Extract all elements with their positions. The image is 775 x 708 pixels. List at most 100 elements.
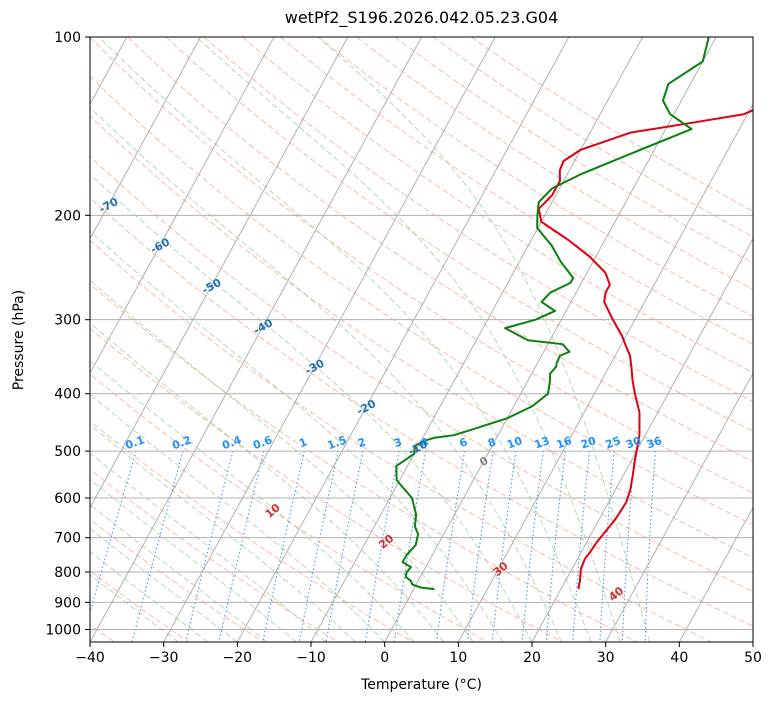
isotherm-label: -50 bbox=[200, 276, 224, 297]
dry-adiabat bbox=[318, 37, 753, 318]
isotherm-gridline bbox=[90, 37, 201, 240]
isotherm-label: 0 bbox=[477, 454, 490, 469]
x-tick-label: 0 bbox=[380, 650, 389, 666]
mixing-ratio-label: 16 bbox=[555, 434, 574, 452]
moist-adiabat bbox=[98, 37, 592, 642]
dry-adiabat bbox=[90, 420, 414, 642]
y-tick-label: 1000 bbox=[45, 622, 81, 638]
isotherm-label: -70 bbox=[97, 195, 121, 216]
mixing-ratio-line bbox=[621, 451, 636, 642]
moist-adiabat bbox=[90, 322, 444, 642]
dry-adiabat bbox=[280, 37, 753, 345]
isotherm-gridline bbox=[163, 37, 496, 642]
dry-adiabat bbox=[394, 37, 753, 264]
mixing-ratio-label: 6 bbox=[458, 435, 470, 450]
mixing-ratio-line bbox=[466, 451, 494, 642]
moist-adiabat bbox=[90, 173, 533, 642]
mixing-ratio-label: 8 bbox=[486, 435, 498, 450]
mixing-ratio-label: 36 bbox=[645, 434, 664, 452]
x-tick-label: 30 bbox=[597, 650, 615, 666]
mixing-ratio-label: 4 bbox=[419, 435, 431, 450]
dry-adiabat bbox=[90, 75, 753, 526]
y-tick-label: 600 bbox=[54, 491, 81, 507]
dry-adiabat bbox=[90, 197, 753, 627]
dry-adiabat bbox=[90, 283, 638, 642]
temperature-profile-line bbox=[537, 109, 753, 590]
mixing-ratio-label: 0.1 bbox=[124, 433, 147, 452]
isotherm-gridline bbox=[310, 37, 643, 642]
mixing-ratio-line bbox=[298, 450, 339, 642]
moist-adiabat bbox=[90, 527, 238, 642]
dry-adiabat-label: 10 bbox=[263, 501, 283, 521]
isotherm-gridline bbox=[752, 640, 753, 642]
mixing-ratio-line bbox=[325, 450, 364, 642]
mixing-ratio-label: 1 bbox=[297, 435, 309, 450]
mixing-ratio-line bbox=[90, 450, 137, 615]
moist-adiabat bbox=[90, 424, 356, 642]
plot-frame bbox=[89, 36, 754, 643]
dry-adiabat bbox=[356, 37, 753, 290]
mixing-ratio-label: 20 bbox=[579, 434, 598, 452]
mixing-ratio-line bbox=[435, 451, 466, 642]
mixing-ratio-label: 2 bbox=[356, 435, 368, 450]
chart-title: wetPf2_S196.2026.042.05.23.G04 bbox=[284, 8, 559, 27]
isotherm-gridline bbox=[384, 37, 717, 642]
mixing-ratio-line bbox=[185, 450, 234, 642]
isotherm-gridline bbox=[90, 37, 349, 509]
mixing-ratio-line bbox=[521, 451, 544, 642]
mixing-ratio-line bbox=[545, 451, 566, 642]
isotherm-gridline bbox=[236, 37, 570, 642]
mixing-ratio-line bbox=[364, 450, 400, 642]
mixing-ratio-label: 30 bbox=[624, 434, 643, 452]
x-tick-label: −10 bbox=[296, 650, 326, 666]
x-tick-label: 10 bbox=[449, 650, 467, 666]
isotherm-label: -80 bbox=[45, 155, 69, 176]
y-tick-label: 300 bbox=[54, 313, 81, 329]
y-tick-label: 700 bbox=[54, 531, 81, 547]
dry-adiabat bbox=[90, 327, 563, 642]
x-tick-label: −30 bbox=[149, 650, 179, 666]
isotherm-label: -90 bbox=[0, 114, 18, 135]
y-tick-label: 900 bbox=[54, 595, 81, 611]
y-axis-label: Pressure (hPa) bbox=[11, 289, 27, 391]
mixing-ratio-label: 0.4 bbox=[220, 433, 243, 452]
mixing-ratio-label: 13 bbox=[533, 434, 552, 451]
mixing-ratio-label: 1.5 bbox=[326, 433, 349, 452]
dewpoint-profile-line bbox=[395, 37, 710, 591]
isotherm-gridline bbox=[90, 37, 422, 642]
mixing-ratio-line bbox=[491, 451, 517, 642]
y-tick-label: 400 bbox=[54, 387, 81, 403]
y-tick-label: 500 bbox=[54, 444, 81, 460]
mixing-ratio-label: 10 bbox=[505, 434, 524, 452]
y-tick-label: 800 bbox=[54, 565, 81, 581]
moist-adiabat bbox=[90, 230, 503, 642]
mixing-ratio-line bbox=[262, 450, 305, 642]
dry-adiabat-label: 30 bbox=[491, 559, 511, 579]
x-tick-label: 50 bbox=[744, 650, 762, 666]
y-tick-label: 200 bbox=[54, 208, 81, 224]
dry-adiabat-label: 40 bbox=[606, 584, 626, 604]
dry-adiabat bbox=[90, 239, 712, 642]
moist-adiabat bbox=[90, 478, 297, 642]
moist-adiabat bbox=[90, 106, 562, 642]
x-tick-label: 20 bbox=[523, 650, 541, 666]
mixing-ratio-label: 0.2 bbox=[170, 433, 193, 452]
isotherm-label: -20 bbox=[354, 397, 378, 418]
dry-adiabat bbox=[241, 37, 753, 374]
y-tick-label: 100 bbox=[54, 30, 81, 46]
x-tick-label: 40 bbox=[670, 650, 688, 666]
mixing-ratio-label: 25 bbox=[604, 434, 623, 451]
dry-adiabat bbox=[90, 373, 488, 642]
mixing-ratio-line bbox=[572, 451, 591, 642]
dry-adiabat-label: 20 bbox=[376, 532, 396, 552]
moist-adiabat bbox=[317, 37, 651, 642]
moist-adiabat bbox=[90, 452, 327, 642]
moist-adiabat bbox=[90, 393, 386, 642]
isotherm-gridline bbox=[605, 372, 753, 642]
mixing-ratio-label: 0.6 bbox=[251, 433, 274, 452]
mixing-ratio-line bbox=[218, 450, 265, 642]
x-axis-label: Temperature (°C) bbox=[361, 677, 482, 693]
moist-adiabat bbox=[196, 37, 621, 642]
